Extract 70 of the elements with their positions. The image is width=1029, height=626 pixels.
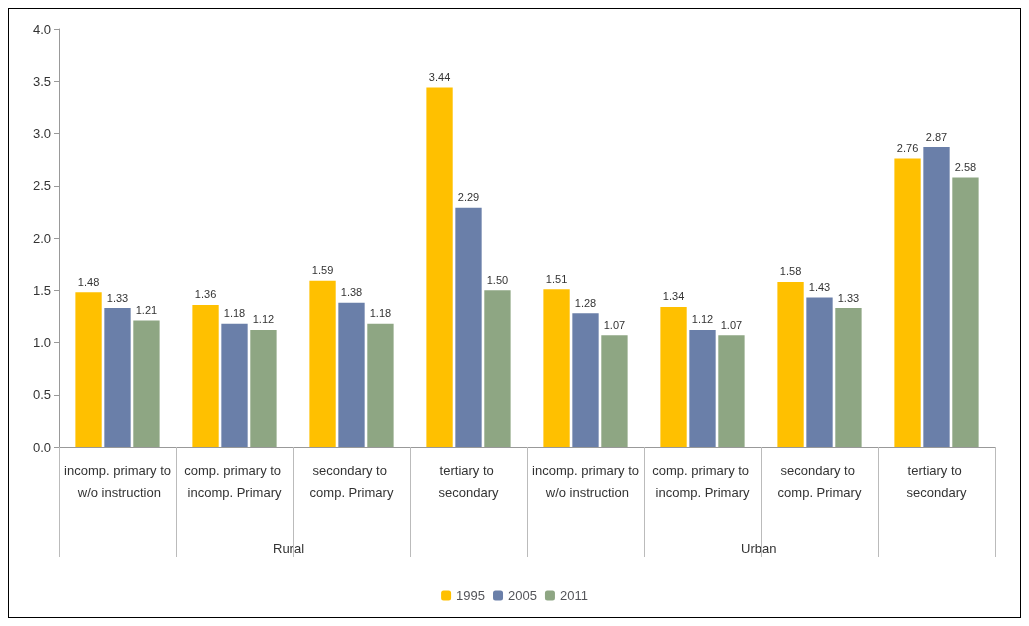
bar <box>75 292 102 447</box>
y-tick-label: 2.5 <box>32 178 51 194</box>
bar <box>835 308 862 447</box>
bar <box>338 302 365 447</box>
data-label: 1.36 <box>194 288 217 301</box>
data-label: 3.44 <box>428 71 451 84</box>
data-label: 1.33 <box>837 291 860 304</box>
bar <box>250 329 277 447</box>
data-label: 1.18 <box>369 307 392 320</box>
x-tick-label: incomp. primary to w/o instruction <box>64 462 171 500</box>
bar <box>660 306 687 447</box>
legend-label: 1995 <box>456 588 486 603</box>
data-label: 2.58 <box>954 160 977 173</box>
data-label: 1.28 <box>574 296 597 309</box>
y-tick-label: 4.0 <box>32 21 51 37</box>
x-tick-label: incomp. primary to w/o instruction <box>532 462 639 500</box>
y-tick-label: 2.0 <box>32 230 51 246</box>
data-label: 1.12 <box>691 313 714 326</box>
data-label: 2.76 <box>896 142 919 155</box>
data-label: 1.58 <box>779 265 802 278</box>
y-tick-label: 3.0 <box>32 126 51 141</box>
bar <box>952 177 979 447</box>
data-label: 2.29 <box>457 191 480 204</box>
x-tick-label: comp. primary to incomp. Primary <box>184 462 285 500</box>
data-label: 2.87 <box>925 130 948 143</box>
x-tick-label: secondary to comp. Primary <box>777 462 862 500</box>
x-tick-label: tertiary to secondary <box>906 462 967 500</box>
bar <box>309 280 336 447</box>
bar <box>572 313 599 447</box>
y-tick-label: 3.5 <box>32 73 51 89</box>
x-tick-label: tertiary to secondary <box>438 462 499 500</box>
bar <box>923 147 950 447</box>
bar <box>484 290 511 447</box>
y-tick-label: 0.5 <box>32 387 51 403</box>
y-tick-label: 1.5 <box>32 282 51 298</box>
bar <box>367 323 394 447</box>
data-label: 1.21 <box>135 304 158 317</box>
bar <box>806 297 833 447</box>
data-label: 1.43 <box>808 281 831 294</box>
x-tick-label: comp. primary to incomp. Primary <box>652 462 753 500</box>
bar <box>718 335 745 447</box>
bar <box>601 335 628 447</box>
legend-label: 2005 <box>508 588 537 603</box>
data-label: 1.18 <box>223 307 246 320</box>
bar <box>689 329 716 447</box>
bar <box>543 289 570 447</box>
data-label: 1.34 <box>662 290 685 303</box>
bar <box>777 281 804 447</box>
data-label: 1.59 <box>311 264 334 277</box>
data-label: 1.51 <box>545 272 568 285</box>
data-label: 1.38 <box>340 286 363 299</box>
text: Urban <box>741 541 777 556</box>
bar <box>192 304 219 447</box>
x-tick-label: secondary to comp. Primary <box>309 462 394 500</box>
data-label: 1.48 <box>77 275 100 288</box>
bar <box>221 323 248 447</box>
data-label: 1.50 <box>486 273 509 286</box>
data-label: 1.07 <box>720 318 743 331</box>
data-label: 1.07 <box>603 318 626 331</box>
legend-label: 2011 <box>559 588 588 603</box>
text: Rural <box>273 541 305 556</box>
bar <box>133 320 160 447</box>
bar <box>455 207 482 447</box>
bar <box>894 158 921 447</box>
bar <box>104 308 131 447</box>
data-label: 1.33 <box>106 291 129 304</box>
y-tick-label: 0.0 <box>32 439 51 455</box>
y-tick-label: 1.0 <box>32 335 51 350</box>
data-label: 1.12 <box>252 313 275 326</box>
bar <box>426 87 453 447</box>
